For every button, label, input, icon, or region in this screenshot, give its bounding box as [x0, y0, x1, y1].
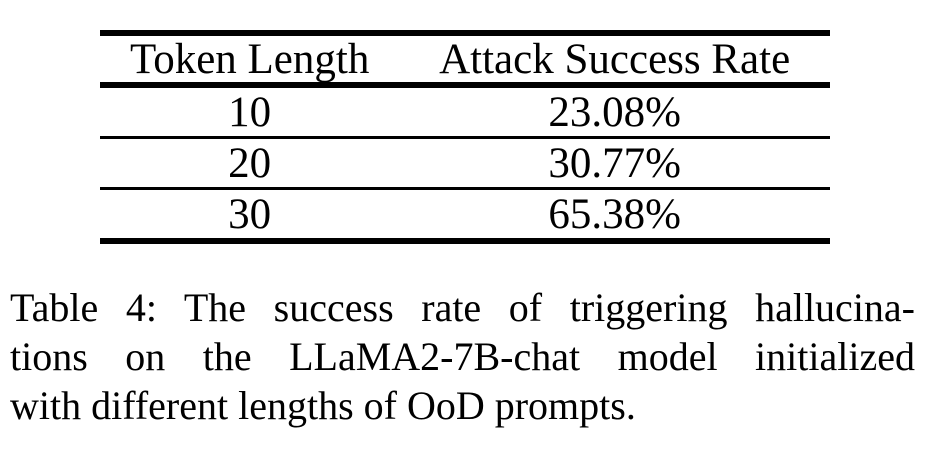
table-row: 30 65.38% [100, 189, 830, 242]
caption-line: with different lengths of OoD prompts. [10, 383, 636, 428]
header-row: Token Length Attack Success Rate [100, 33, 830, 85]
cell-token-length: 20 [228, 139, 272, 187]
caption-line: Table 4: The success rate of triggering … [10, 285, 915, 330]
table-row: 20 30.77% [100, 138, 830, 189]
cell-attack-success-rate: 65.38% [548, 190, 681, 238]
table-row: 10 23.08% [100, 85, 830, 138]
cell-token-length: 10 [228, 88, 272, 136]
table-caption: Table 4: The success rate of triggering … [10, 283, 915, 430]
results-table-container: Token Length Attack Success Rate 10 23.0… [100, 30, 830, 244]
table-header: Token Length Attack Success Rate [100, 33, 830, 85]
col-header-token-length: Token Length [129, 35, 370, 83]
cell-attack-success-rate: 30.77% [548, 139, 681, 187]
cell-token-length: 30 [228, 190, 272, 238]
table-body: 10 23.08% 20 30.77% 30 65.38% [100, 85, 830, 241]
results-table: Token Length Attack Success Rate 10 23.0… [100, 30, 830, 244]
col-header-attack-success-rate: Attack Success Rate [439, 35, 791, 83]
cell-attack-success-rate: 23.08% [548, 88, 681, 136]
caption-line: tions on the LLaMA2-7B-chat model initia… [10, 334, 915, 379]
